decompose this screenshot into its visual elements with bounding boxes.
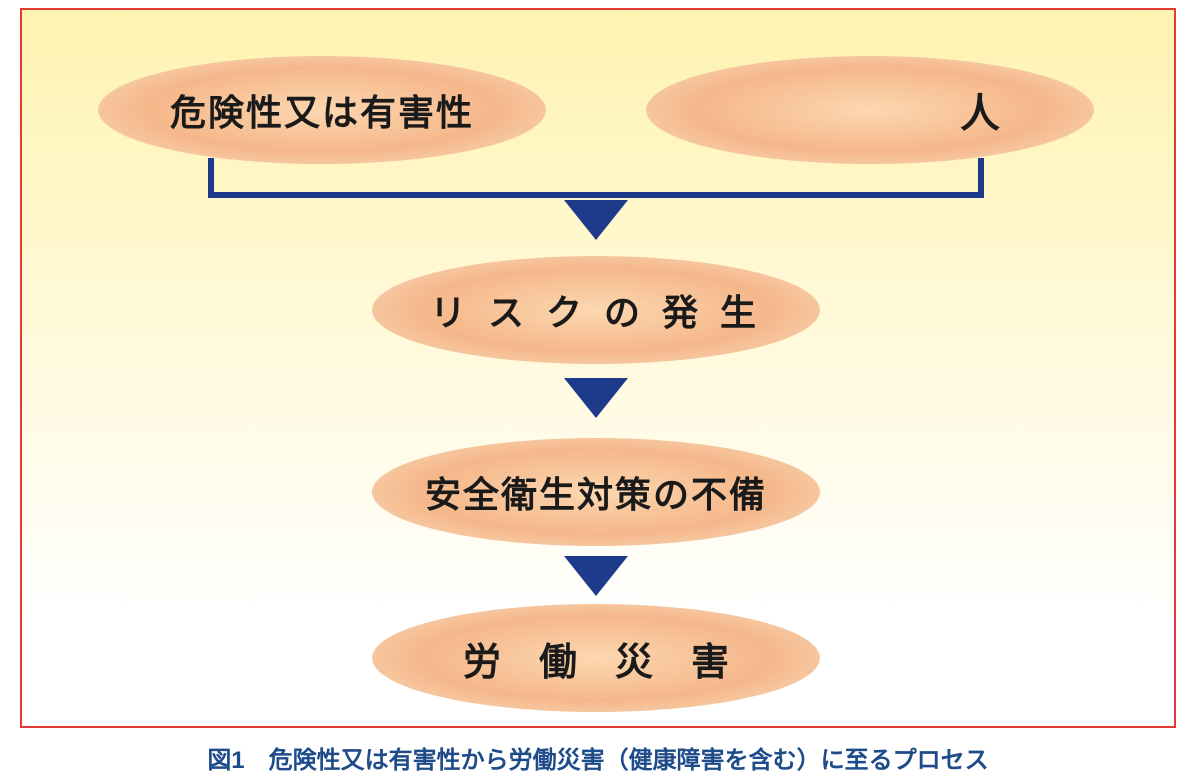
node-person-label: 人 <box>960 81 1000 139</box>
node-deficiency: 安全衛生対策の不備 <box>372 438 820 546</box>
connector-horizontal <box>208 192 984 198</box>
node-risk-label: リ ス ク の 発 生 <box>430 284 762 336</box>
node-hazard: 危険性又は有害性 <box>98 56 546 164</box>
arrow-2 <box>564 378 628 418</box>
node-accident-label: 労 働 災 害 <box>463 631 729 686</box>
node-accident: 労 働 災 害 <box>372 604 820 712</box>
arrow-1 <box>564 200 628 240</box>
arrow-3 <box>564 556 628 596</box>
node-person: 人 <box>646 56 1094 164</box>
node-deficiency-label: 安全衛生対策の不備 <box>425 466 767 518</box>
node-risk: リ ス ク の 発 生 <box>372 256 820 364</box>
node-hazard-label: 危険性又は有害性 <box>170 84 474 136</box>
figure-caption: 図1 危険性又は有害性から労働災害（健康障害を含む）に至るプロセス <box>0 740 1196 775</box>
